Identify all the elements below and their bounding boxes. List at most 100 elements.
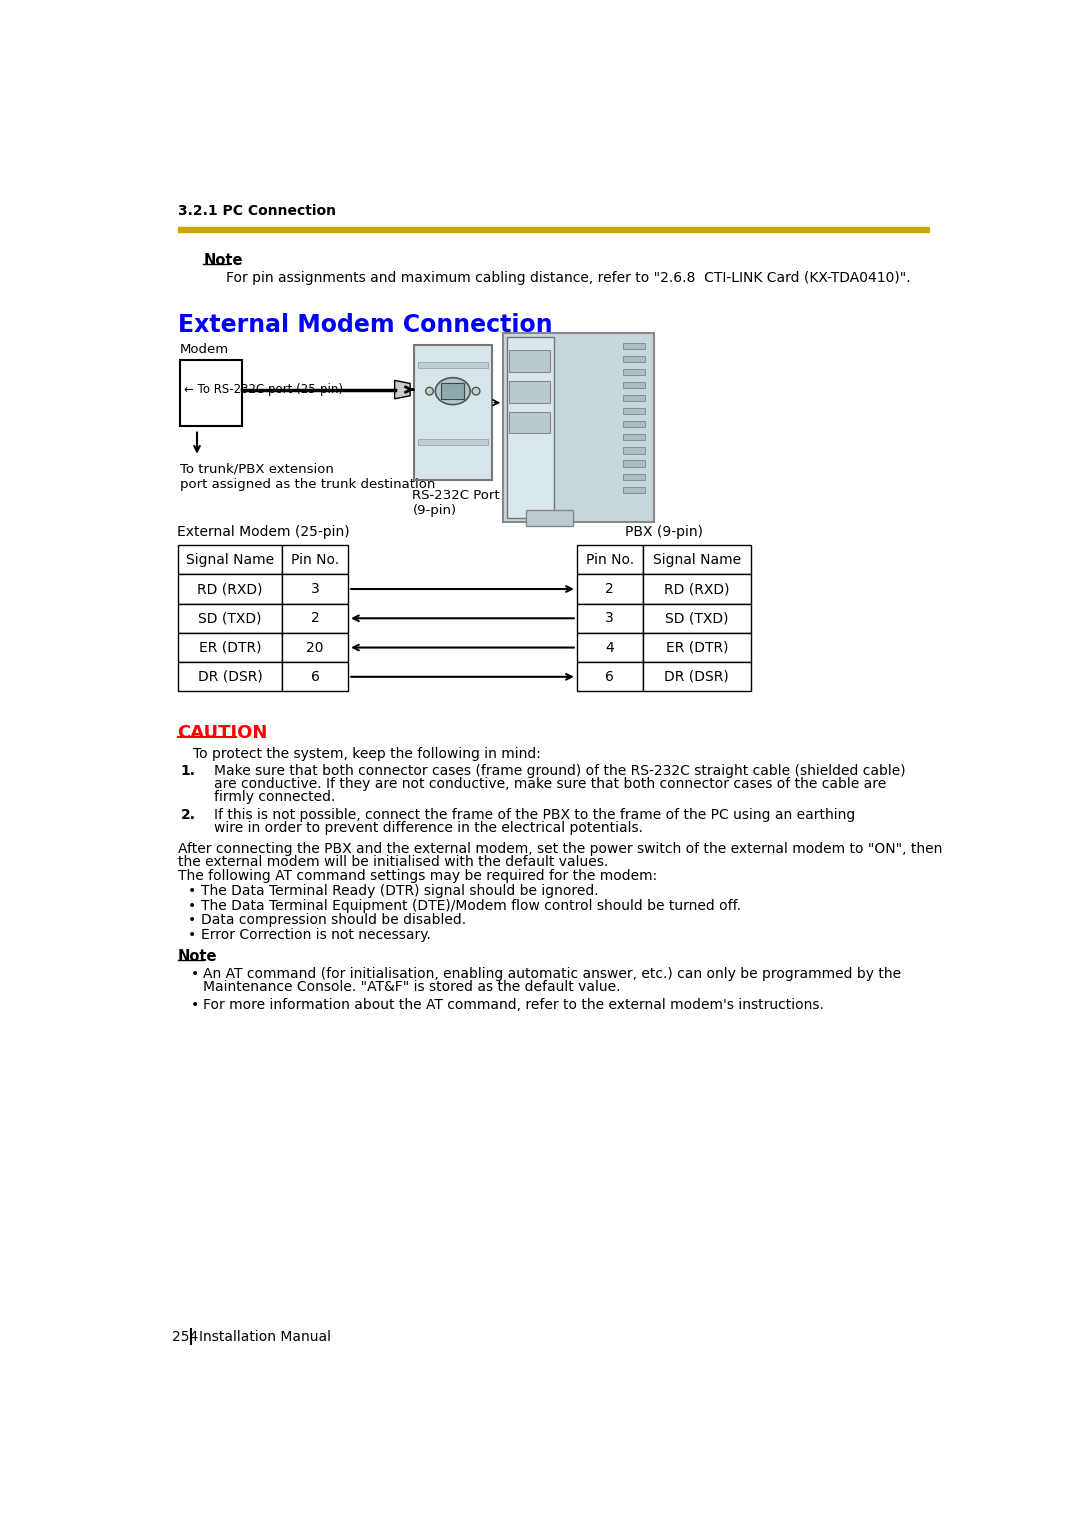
Bar <box>623 370 645 376</box>
Text: DR (DSR): DR (DSR) <box>198 670 262 684</box>
Text: 3: 3 <box>605 611 615 625</box>
Text: Note: Note <box>177 948 217 964</box>
Text: External Modem Connection: External Modem Connection <box>177 313 552 336</box>
Text: The Data Terminal Ready (DTR) signal should be ignored.: The Data Terminal Ready (DTR) signal sho… <box>201 884 598 898</box>
Text: wire in order to prevent difference in the electrical potentials.: wire in order to prevent difference in t… <box>214 822 643 835</box>
Bar <box>414 345 491 479</box>
Text: Error Correction is not necessary.: Error Correction is not necessary. <box>201 928 431 942</box>
Circle shape <box>472 388 480 395</box>
Text: Signal Name: Signal Name <box>652 553 741 567</box>
Text: 3: 3 <box>311 582 320 596</box>
Text: 2: 2 <box>605 582 615 596</box>
Text: For more information about the AT command, refer to the external modem's instruc: For more information about the AT comman… <box>203 999 824 1012</box>
Text: To protect the system, keep the following in mind:: To protect the system, keep the followin… <box>193 747 541 760</box>
Text: PBX (9-pin): PBX (9-pin) <box>625 525 703 539</box>
Bar <box>623 408 645 414</box>
Bar <box>177 632 282 663</box>
Bar <box>282 632 348 663</box>
Bar <box>177 603 282 632</box>
Text: 6: 6 <box>605 670 615 684</box>
Bar <box>177 663 282 692</box>
Ellipse shape <box>435 377 470 405</box>
Bar <box>623 434 645 440</box>
Bar <box>510 350 550 373</box>
Text: ER (DTR): ER (DTR) <box>199 640 261 655</box>
Text: Pin No.: Pin No. <box>292 553 339 567</box>
Bar <box>623 356 645 362</box>
Text: are conductive. If they are not conductive, make sure that both connector cases : are conductive. If they are not conducti… <box>214 777 887 791</box>
Bar <box>623 487 645 493</box>
Text: The Data Terminal Equipment (DTE)/Modem flow control should be turned off.: The Data Terminal Equipment (DTE)/Modem … <box>201 898 741 913</box>
Text: Data compression should be disabled.: Data compression should be disabled. <box>201 913 465 927</box>
Circle shape <box>426 388 433 395</box>
Bar <box>418 362 488 368</box>
Text: •: • <box>188 928 195 942</box>
Bar <box>623 447 645 454</box>
Text: the external modem will be initialised with the default values.: the external modem will be initialised w… <box>177 855 608 869</box>
Text: 254: 254 <box>172 1330 199 1344</box>
Bar <box>623 342 645 348</box>
Bar <box>180 360 242 426</box>
Text: •: • <box>191 967 199 982</box>
Bar <box>643 632 751 663</box>
Bar <box>577 603 643 632</box>
Text: 2: 2 <box>311 611 320 625</box>
Bar <box>526 510 572 525</box>
Bar <box>177 228 930 232</box>
Bar <box>418 438 488 444</box>
Text: For pin assignments and maximum cabling distance, refer to "2.6.8  CTI-LINK Card: For pin assignments and maximum cabling … <box>227 270 912 286</box>
Bar <box>177 574 282 603</box>
Bar <box>623 421 645 428</box>
Text: Signal Name: Signal Name <box>186 553 274 567</box>
Text: •: • <box>188 898 195 913</box>
Text: Note: Note <box>203 252 243 267</box>
Bar <box>282 545 348 574</box>
Text: Maintenance Console. "AT&F" is stored as the default value.: Maintenance Console. "AT&F" is stored as… <box>203 980 621 994</box>
Bar <box>282 574 348 603</box>
Bar <box>643 574 751 603</box>
Text: The following AT command settings may be required for the modem:: The following AT command settings may be… <box>177 869 657 883</box>
Text: SD (TXD): SD (TXD) <box>665 611 729 625</box>
Text: RS-232C Port
(9-pin): RS-232C Port (9-pin) <box>413 489 500 518</box>
Polygon shape <box>394 380 410 399</box>
Bar <box>643 663 751 692</box>
Text: CAUTION: CAUTION <box>177 724 268 742</box>
Text: firmly connected.: firmly connected. <box>214 789 336 805</box>
Text: 20: 20 <box>307 640 324 655</box>
Bar <box>577 545 643 574</box>
Bar <box>177 545 282 574</box>
Bar <box>577 574 643 603</box>
Bar <box>507 337 554 518</box>
Text: To trunk/PBX extension
port assigned as the trunk destination: To trunk/PBX extension port assigned as … <box>180 463 435 490</box>
Text: 4: 4 <box>605 640 615 655</box>
Bar <box>510 382 550 403</box>
Text: RD (RXD): RD (RXD) <box>198 582 262 596</box>
Bar <box>623 473 645 479</box>
Text: ER (DTR): ER (DTR) <box>665 640 728 655</box>
Text: External Modem (25-pin): External Modem (25-pin) <box>176 525 349 539</box>
Bar <box>510 412 550 434</box>
Text: Make sure that both connector cases (frame ground) of the RS-232C straight cable: Make sure that both connector cases (fra… <box>214 764 906 777</box>
Bar <box>577 663 643 692</box>
Text: •: • <box>191 999 199 1012</box>
Bar <box>577 632 643 663</box>
Text: 3.2.1 PC Connection: 3.2.1 PC Connection <box>177 205 336 218</box>
Bar <box>643 603 751 632</box>
Bar <box>503 333 654 522</box>
Text: •: • <box>188 913 195 927</box>
Text: Installation Manual: Installation Manual <box>199 1330 330 1344</box>
Bar <box>441 383 464 399</box>
Bar <box>282 603 348 632</box>
Bar <box>623 382 645 388</box>
Text: DR (DSR): DR (DSR) <box>664 670 729 684</box>
Text: Modem: Modem <box>180 344 229 356</box>
Bar <box>623 461 645 467</box>
Text: RD (RXD): RD (RXD) <box>664 582 730 596</box>
Text: SD (TXD): SD (TXD) <box>199 611 261 625</box>
Text: If this is not possible, connect the frame of the PBX to the frame of the PC usi: If this is not possible, connect the fra… <box>214 808 855 822</box>
Text: 1.: 1. <box>180 764 195 777</box>
Text: An AT command (for initialisation, enabling automatic answer, etc.) can only be : An AT command (for initialisation, enabl… <box>203 967 902 982</box>
Bar <box>623 395 645 402</box>
Bar <box>282 663 348 692</box>
Text: Pin No.: Pin No. <box>585 553 634 567</box>
